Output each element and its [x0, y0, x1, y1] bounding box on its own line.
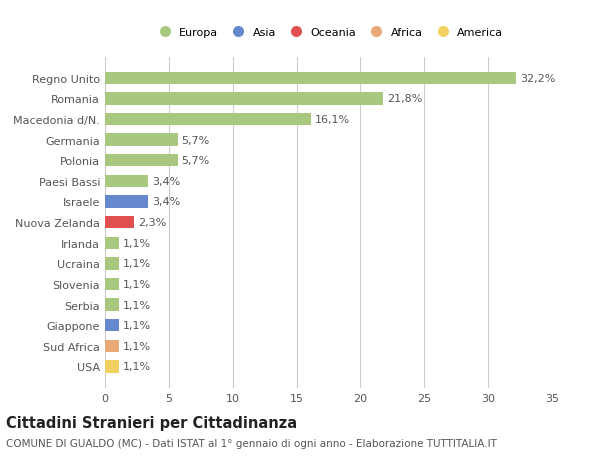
Text: 3,4%: 3,4%: [152, 197, 181, 207]
Bar: [105, 93, 383, 105]
Bar: [105, 360, 119, 373]
Bar: [105, 278, 119, 291]
Text: 32,2%: 32,2%: [520, 73, 556, 84]
Bar: [105, 257, 119, 270]
Bar: [105, 113, 311, 126]
Text: 1,1%: 1,1%: [123, 362, 151, 372]
Legend: Europa, Asia, Oceania, Africa, America: Europa, Asia, Oceania, Africa, America: [149, 23, 508, 42]
Text: 21,8%: 21,8%: [387, 94, 422, 104]
Bar: [105, 155, 178, 167]
Text: 1,1%: 1,1%: [123, 300, 151, 310]
Bar: [105, 319, 119, 332]
Text: Cittadini Stranieri per Cittadinanza: Cittadini Stranieri per Cittadinanza: [6, 415, 297, 431]
Bar: [105, 299, 119, 311]
Bar: [105, 196, 148, 208]
Text: 1,1%: 1,1%: [123, 259, 151, 269]
Bar: [105, 134, 178, 146]
Text: COMUNE DI GUALDO (MC) - Dati ISTAT al 1° gennaio di ogni anno - Elaborazione TUT: COMUNE DI GUALDO (MC) - Dati ISTAT al 1°…: [6, 438, 497, 448]
Text: 5,7%: 5,7%: [182, 156, 210, 166]
Text: 1,1%: 1,1%: [123, 280, 151, 289]
Text: 2,3%: 2,3%: [138, 218, 166, 228]
Bar: [105, 237, 119, 249]
Bar: [105, 73, 516, 85]
Text: 16,1%: 16,1%: [314, 115, 350, 125]
Bar: [105, 340, 119, 352]
Text: 1,1%: 1,1%: [123, 238, 151, 248]
Text: 1,1%: 1,1%: [123, 320, 151, 330]
Bar: [105, 175, 148, 188]
Text: 3,4%: 3,4%: [152, 176, 181, 186]
Text: 1,1%: 1,1%: [123, 341, 151, 351]
Bar: [105, 217, 134, 229]
Text: 5,7%: 5,7%: [182, 135, 210, 146]
